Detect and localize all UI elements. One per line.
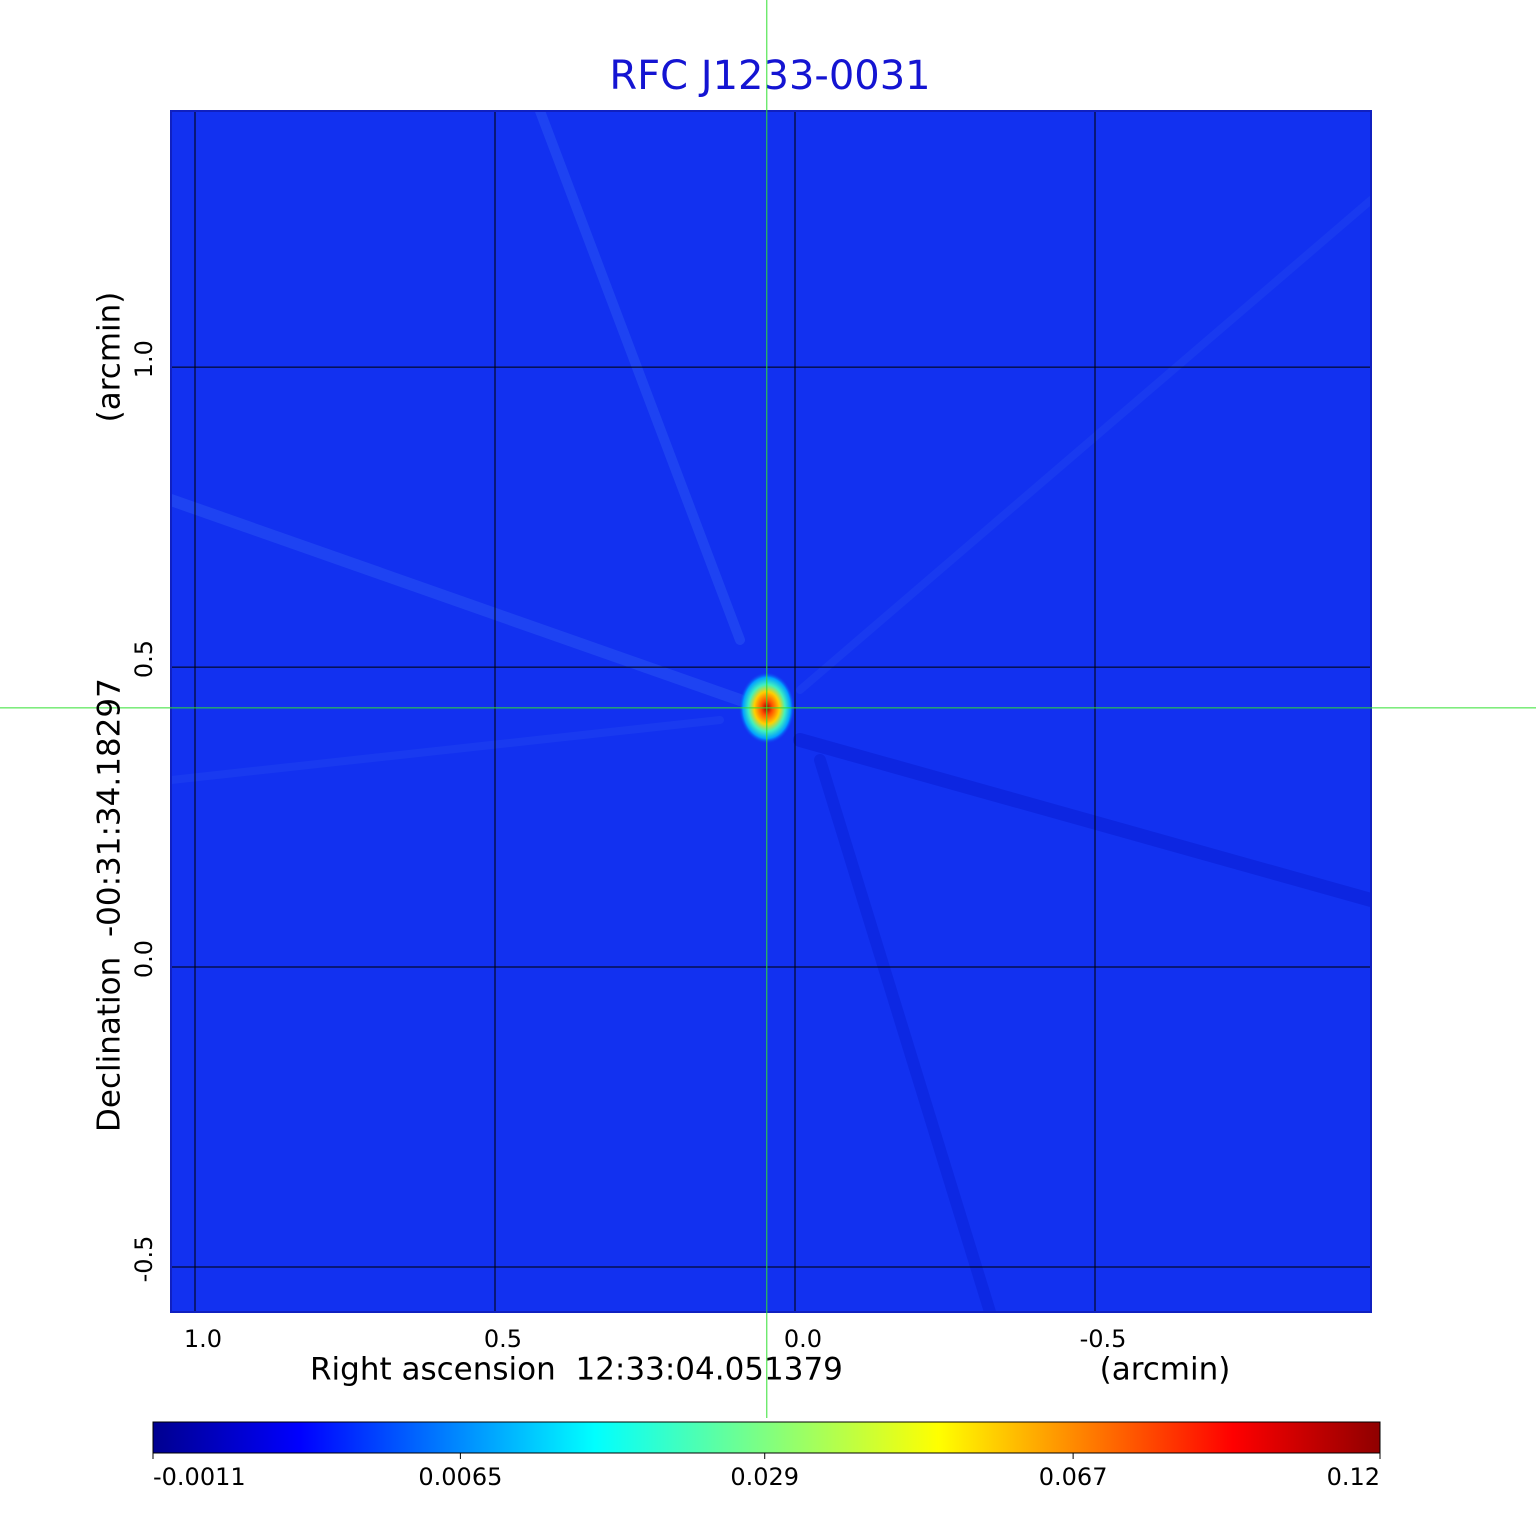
y-tick-label: -0.5 <box>130 1236 158 1283</box>
colorbar-tick-label: 0.029 <box>730 1463 799 1491</box>
colorbar-tick-label: 0.067 <box>1039 1463 1108 1491</box>
colorbar-tick-label: 0.0065 <box>418 1463 502 1491</box>
y-axis-unit: (arcmin) <box>92 292 128 423</box>
y-tick-label: 0.0 <box>130 940 158 978</box>
y-axis-label: Declination -00:31:34.18297 <box>92 678 128 1132</box>
x-axis-unit: (arcmin) <box>1100 1352 1231 1388</box>
image-area <box>171 111 1371 1312</box>
y-tick-label: 0.5 <box>130 640 158 678</box>
plot-frame <box>170 110 1372 1313</box>
x-tick-label: 0.0 <box>784 1325 822 1353</box>
x-tick-label: 1.0 <box>184 1325 222 1353</box>
colorbar <box>152 1421 1381 1454</box>
colorbar-tick-label: -0.0011 <box>153 1463 246 1491</box>
chart-title: RFC J1233-0031 <box>609 53 930 99</box>
x-axis-label: Right ascension 12:33:04.051379 <box>310 1352 843 1388</box>
y-tick-label: 1.0 <box>130 340 158 378</box>
colorbar-tick-label: 0.12 <box>1327 1463 1380 1491</box>
x-tick-label: 0.5 <box>484 1325 522 1353</box>
x-tick-label: -0.5 <box>1080 1325 1127 1353</box>
texture <box>171 111 1371 1312</box>
